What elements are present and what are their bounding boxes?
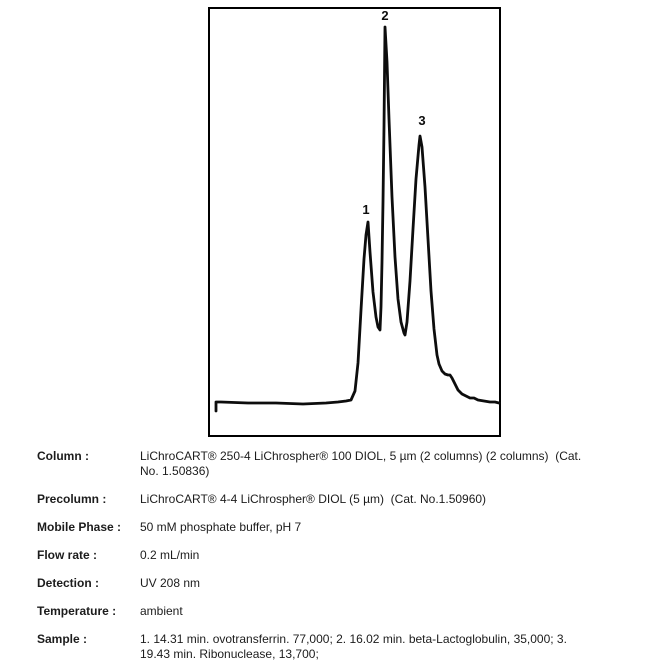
spec-label-detection: Detection : <box>37 576 100 590</box>
spec-label-flow-rate: Flow rate : <box>37 548 98 562</box>
spec-row-sample: Sample : 1. 14.31 min. ovotransferrin. 77… <box>37 632 643 662</box>
spec-row-detection: Detection : UV 208 nm <box>37 576 643 591</box>
spec-label-temperature: Temperature : <box>37 604 117 618</box>
peak-label-2: 2 <box>381 8 388 23</box>
spec-label-mobile-phase: Mobile Phase : <box>37 520 122 534</box>
spec-value-line: LiChroCART® 4-4 LiChrospher® DIOL (5 µm)… <box>140 492 487 506</box>
spec-value-line: ambient <box>140 604 183 618</box>
spec-label-sample: Sample : <box>37 632 88 646</box>
spec-row-flow-rate: Flow rate : 0.2 mL/min <box>37 548 643 563</box>
spec-row-mobile-phase: Mobile Phase : 50 mM phosphate buffer, pH… <box>37 520 643 535</box>
spec-table: Column : LiChroCART® 250-4 LiChrospher® 1… <box>37 449 643 664</box>
spec-value-temperature: ambient <box>140 604 643 619</box>
spec-value-precolumn: LiChroCART® 4-4 LiChrospher® DIOL (5 µm)… <box>140 492 643 507</box>
chromatogram-plot: 1 2 3 <box>214 8 501 413</box>
chromatogram-frame: 1 2 3 <box>208 7 501 437</box>
spec-value-line: 0.2 mL/min <box>140 548 200 562</box>
chromatogram-trace <box>214 25 501 413</box>
spec-value-column: LiChroCART® 250-4 LiChrospher® 100 DIOL,… <box>140 449 643 479</box>
peak-label-3: 3 <box>418 113 425 128</box>
peak-label-1: 1 <box>362 202 369 217</box>
spec-value-line: 1. 14.31 min. ovotransferrin. 77,000; 2.… <box>140 632 567 646</box>
spec-label-column: Column : <box>37 449 89 463</box>
spec-value-line: UV 208 nm <box>140 576 201 590</box>
spec-row-precolumn: Precolumn : LiChroCART® 4-4 LiChrospher® … <box>37 492 643 507</box>
spec-value-line: 50 mM phosphate buffer, pH 7 <box>140 520 302 534</box>
spec-label-precolumn: Precolumn : <box>37 492 107 506</box>
spec-value-sample: 1. 14.31 min. ovotransferrin. 77,000; 2.… <box>140 632 643 662</box>
spec-value-mobile-phase: 50 mM phosphate buffer, pH 7 <box>140 520 643 535</box>
spec-value-line: No. 1.50836) <box>140 464 210 478</box>
spec-value-line: LiChroCART® 250-4 LiChrospher® 100 DIOL,… <box>140 449 582 463</box>
spec-row-column: Column : LiChroCART® 250-4 LiChrospher® 1… <box>37 449 643 479</box>
spec-value-flow-rate: 0.2 mL/min <box>140 548 643 563</box>
spec-value-detection: UV 208 nm <box>140 576 643 591</box>
spec-row-temperature: Temperature : ambient <box>37 604 643 619</box>
spec-value-line: 19.43 min. Ribonuclease, 13,700; <box>140 647 319 661</box>
